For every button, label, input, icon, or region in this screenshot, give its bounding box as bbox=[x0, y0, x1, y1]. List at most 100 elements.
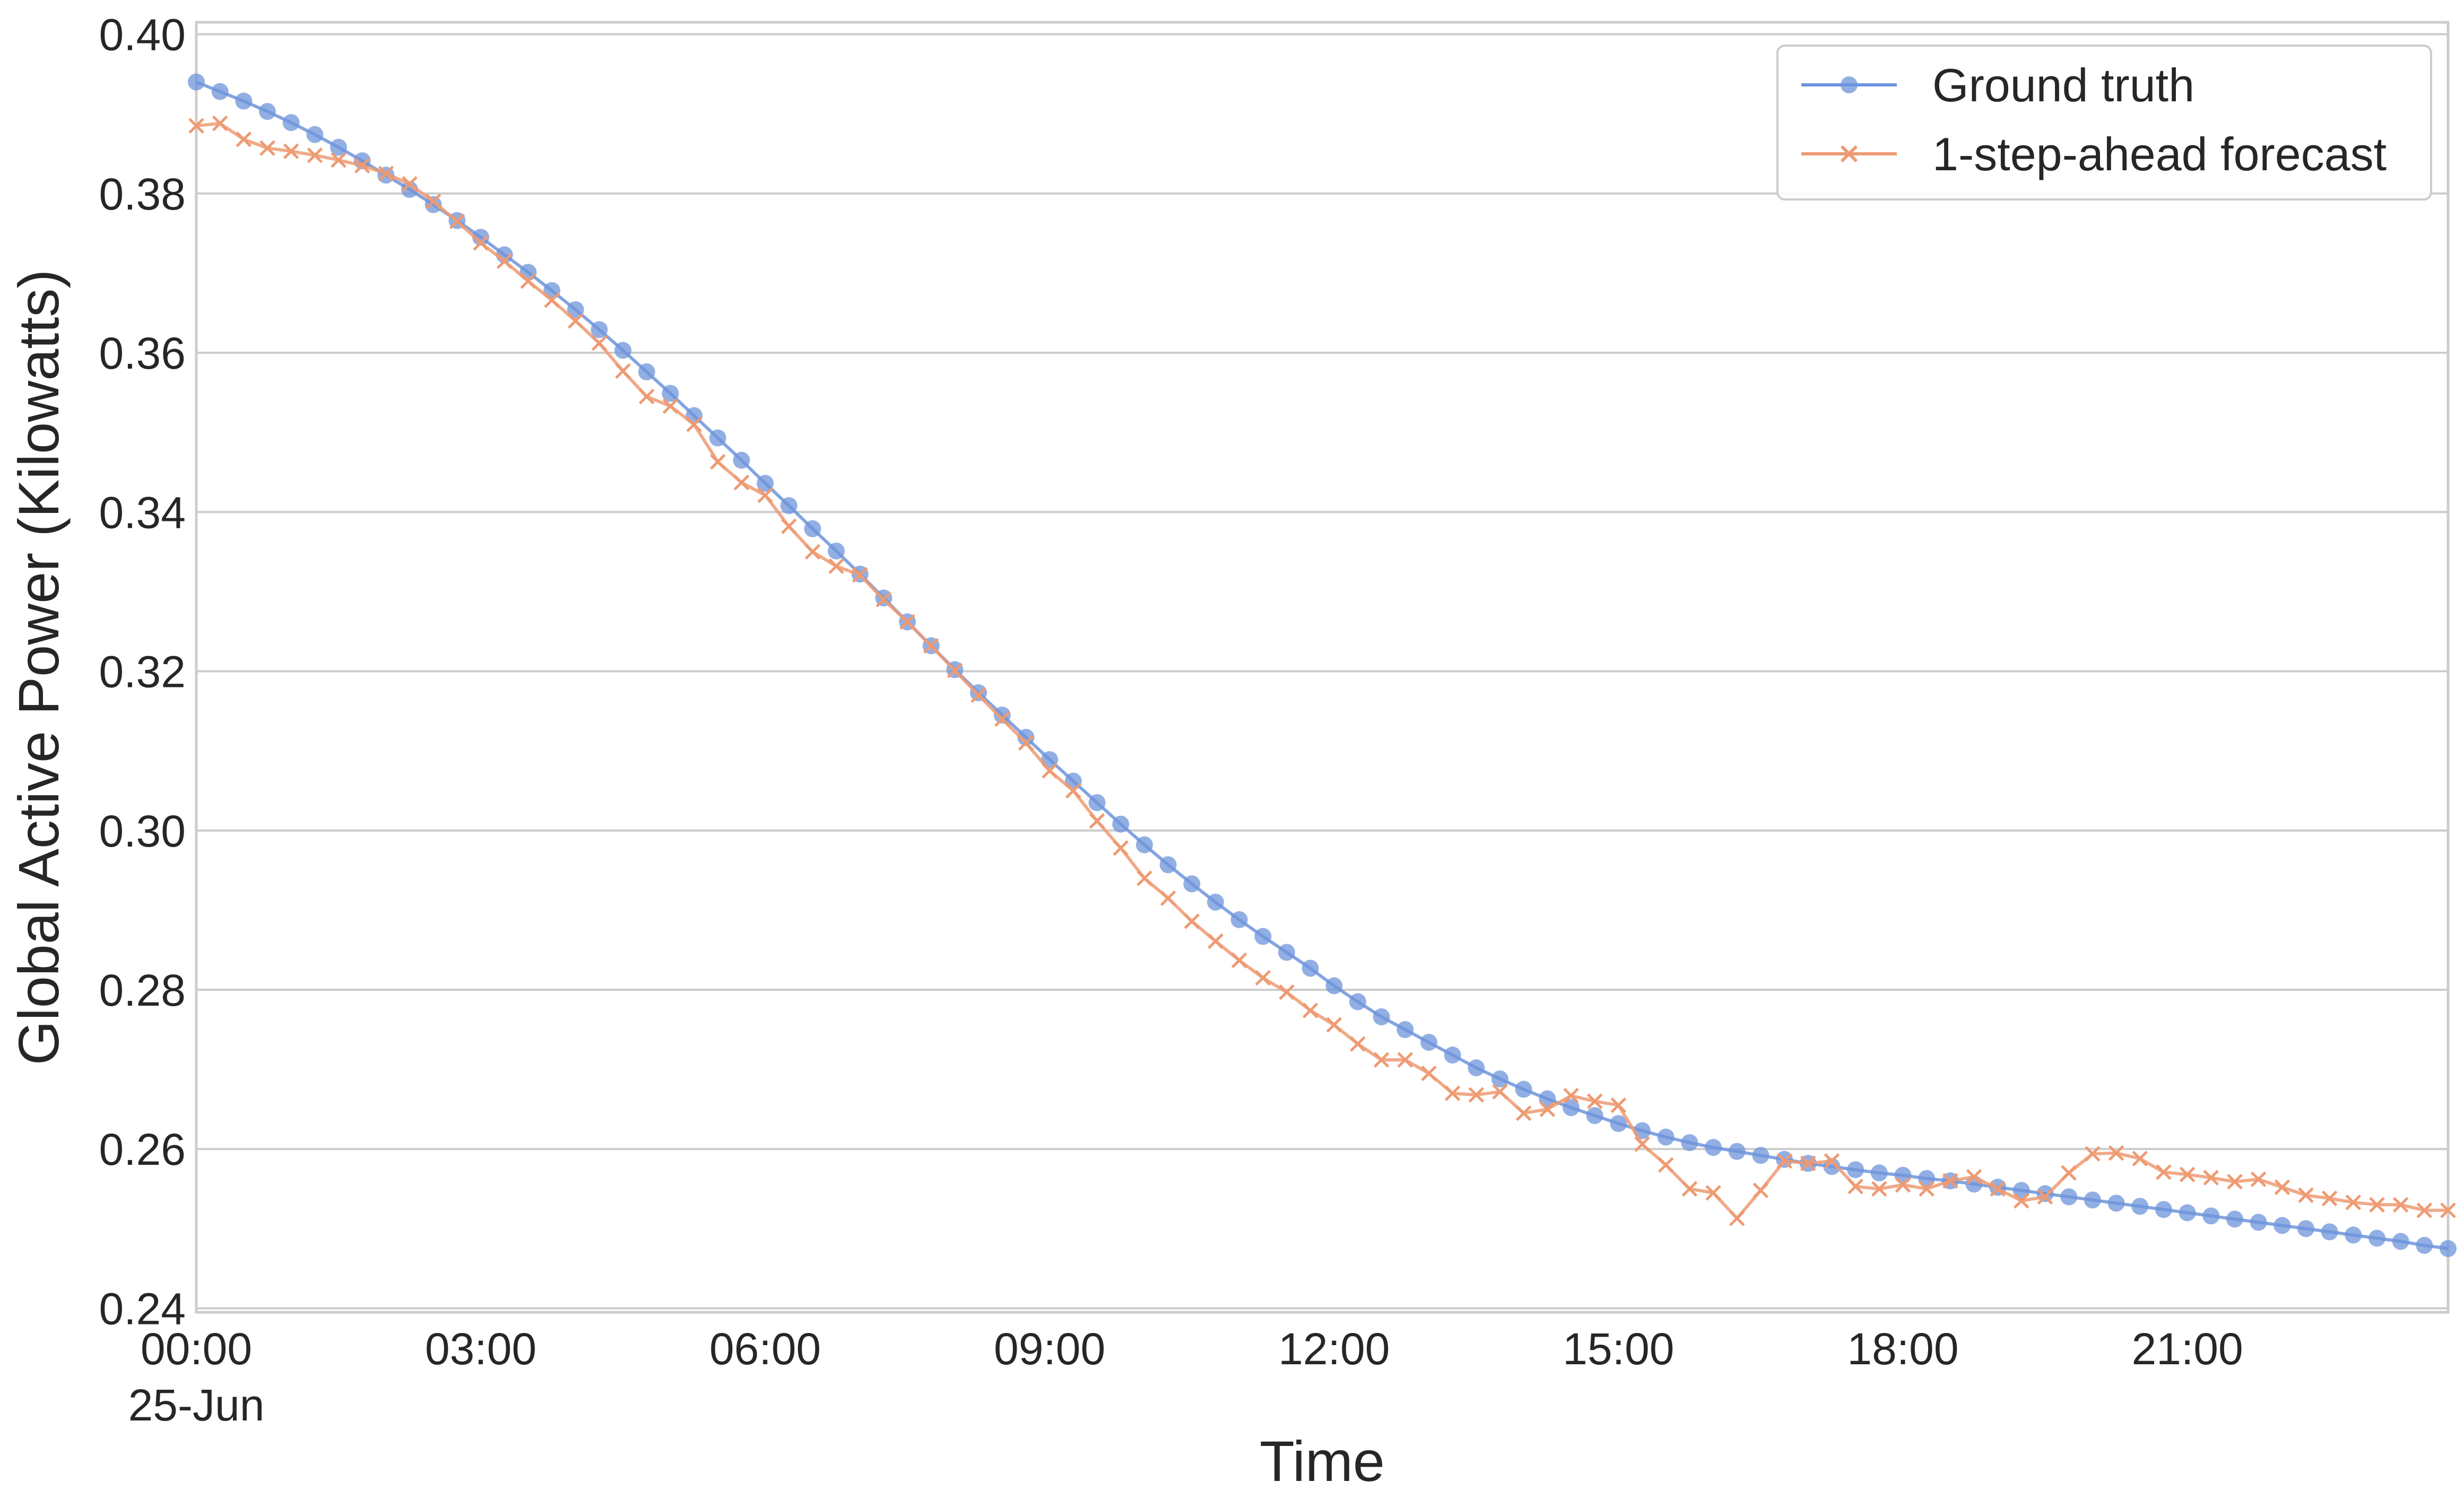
data-point bbox=[1728, 1143, 1746, 1160]
x-tick-label: 09:00 bbox=[994, 1324, 1105, 1374]
data-point bbox=[378, 165, 394, 182]
data-point bbox=[710, 454, 726, 470]
data-point bbox=[424, 196, 442, 213]
x-tick-label: 15:00 bbox=[1563, 1324, 1674, 1374]
data-point bbox=[1776, 1153, 1792, 1169]
data-point bbox=[236, 131, 252, 147]
data-point bbox=[1326, 1017, 1342, 1033]
data-point bbox=[2298, 1187, 2314, 1204]
data-point bbox=[1515, 1105, 1532, 1121]
data-point bbox=[2345, 1226, 2362, 1244]
data-point bbox=[568, 313, 584, 329]
data-point bbox=[1990, 1181, 2006, 1197]
data-point bbox=[1302, 1003, 1318, 1018]
y-tick-label: 0.32 bbox=[99, 647, 186, 697]
data-point bbox=[473, 235, 489, 251]
data-point bbox=[1420, 1034, 1438, 1051]
data-point bbox=[1089, 813, 1105, 829]
data-point bbox=[947, 663, 963, 678]
data-point bbox=[1515, 1080, 1532, 1098]
data-point bbox=[1444, 1047, 1461, 1064]
data-point bbox=[1208, 933, 1224, 949]
data-point bbox=[875, 591, 892, 608]
data-point bbox=[780, 497, 797, 515]
data-point bbox=[1207, 893, 1224, 911]
data-point bbox=[2274, 1217, 2291, 1234]
data-point bbox=[211, 83, 229, 100]
data-point bbox=[2061, 1165, 2077, 1181]
data-point bbox=[2156, 1164, 2172, 1180]
data-point bbox=[1160, 890, 1176, 906]
data-point bbox=[2179, 1166, 2196, 1183]
data-point bbox=[733, 451, 750, 469]
y-tick-label: 0.40 bbox=[99, 10, 186, 60]
data-point bbox=[282, 114, 300, 132]
data-point bbox=[1396, 1021, 1414, 1039]
data-point bbox=[567, 301, 584, 318]
data-point bbox=[733, 474, 750, 491]
data-point bbox=[2250, 1171, 2267, 1188]
data-point bbox=[828, 558, 844, 574]
data-point bbox=[2440, 1240, 2457, 1257]
data-point bbox=[306, 126, 324, 143]
data-point bbox=[662, 385, 679, 402]
x-tick-label: 03:00 bbox=[425, 1324, 536, 1374]
data-point bbox=[852, 567, 868, 583]
legend: Ground truth 1-step-ahead forecast bbox=[1776, 45, 2432, 201]
data-point bbox=[449, 213, 465, 230]
data-point bbox=[2036, 1185, 2054, 1202]
legend-label-ground-truth: Ground truth bbox=[1932, 59, 2194, 111]
data-point bbox=[1657, 1128, 1675, 1146]
data-point bbox=[1350, 1036, 1366, 1052]
data-point bbox=[638, 363, 655, 381]
data-point bbox=[1065, 782, 1081, 799]
data-point bbox=[307, 147, 323, 163]
data-point bbox=[1705, 1139, 1722, 1156]
data-point bbox=[331, 152, 346, 168]
data-point bbox=[781, 518, 797, 535]
x-tick-label: 06:00 bbox=[709, 1324, 821, 1374]
data-point bbox=[1373, 1052, 1390, 1068]
data-point bbox=[1278, 944, 1295, 961]
data-point bbox=[2392, 1233, 2409, 1250]
data-point bbox=[1136, 870, 1152, 886]
legend-marker-circle-icon bbox=[1841, 76, 1858, 93]
y-tick-label: 0.28 bbox=[99, 965, 186, 1015]
data-point bbox=[1397, 1052, 1413, 1068]
data-point bbox=[1563, 1099, 1580, 1117]
data-point bbox=[2037, 1189, 2053, 1205]
data-point bbox=[1658, 1157, 1674, 1173]
series-1-step-ahead-forecast bbox=[188, 115, 2456, 1226]
data-point bbox=[804, 520, 821, 537]
data-point bbox=[235, 92, 253, 110]
data-point bbox=[2440, 1202, 2456, 1218]
data-point bbox=[591, 335, 608, 351]
legend-entry-ground-truth: Ground truth bbox=[1801, 59, 2194, 111]
data-point bbox=[2227, 1174, 2243, 1190]
data-point bbox=[804, 544, 821, 560]
data-point bbox=[2179, 1204, 2196, 1222]
legend-marker-x-icon bbox=[1840, 145, 1858, 163]
x-tick-label: 21:00 bbox=[2131, 1324, 2243, 1374]
data-point bbox=[283, 143, 299, 159]
data-point bbox=[2416, 1236, 2433, 1254]
data-point bbox=[1373, 1008, 1390, 1026]
x-tick-label: 12:00 bbox=[1278, 1324, 1390, 1374]
gridlines bbox=[196, 33, 2448, 1310]
data-point bbox=[970, 687, 986, 703]
data-point bbox=[1349, 993, 1367, 1010]
data-point bbox=[1729, 1210, 1745, 1226]
data-point bbox=[1610, 1097, 1627, 1113]
data-point bbox=[2132, 1150, 2148, 1167]
data-point bbox=[1183, 875, 1201, 893]
data-point bbox=[1159, 856, 1177, 874]
legend-box bbox=[1776, 45, 2432, 201]
data-point bbox=[2107, 1195, 2125, 1212]
data-point bbox=[1610, 1115, 1627, 1132]
y-axis-label: Global Active Power (Kilowatts) bbox=[6, 269, 71, 1066]
data-point bbox=[1468, 1087, 1485, 1103]
x-axis-ticks: 00:00 25-Jun 03:00 06:00 09:00 12:00 15:00 18:0… bbox=[128, 1324, 2243, 1430]
data-point bbox=[2226, 1210, 2243, 1228]
data-point bbox=[402, 176, 418, 192]
